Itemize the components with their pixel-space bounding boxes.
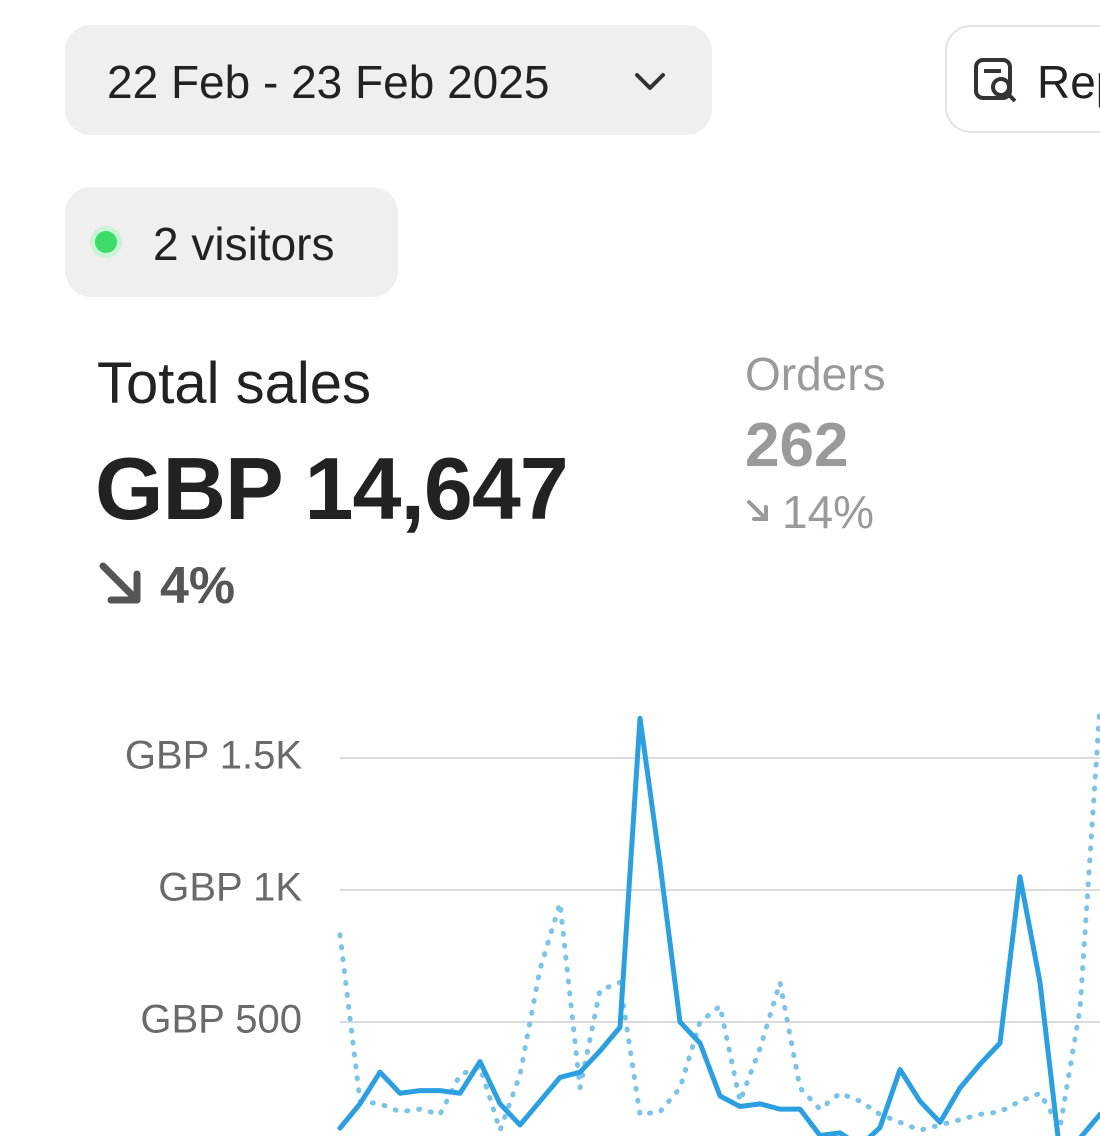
y-tick-label: GBP 1.5K (125, 734, 302, 778)
date-range-button[interactable]: 22 Feb - 23 Feb 2025 (65, 25, 712, 135)
y-tick-label: GBP 0 (185, 1130, 302, 1136)
live-visitors-pill[interactable]: 2 visitors (65, 187, 398, 297)
line-series (337, 715, 1100, 1136)
date-range-text: 22 Feb - 23 Feb 2025 (107, 56, 550, 108)
down-arrow-icon (99, 562, 141, 604)
y-tick-label: GBP 1K (158, 866, 302, 910)
live-dot (95, 231, 117, 253)
line-series (337, 702, 1100, 1133)
reports-icon (974, 58, 1017, 103)
orders-change: 14% (782, 486, 875, 538)
total-sales-value: GBP 14,647 (95, 439, 569, 538)
total-sales-change: 4% (160, 557, 236, 615)
sales-chart: GBP 0 GBP 500 GBP 1K GBP 1.5K (125, 702, 1100, 1136)
reports-button[interactable]: Rep (945, 25, 1100, 133)
orders-label: Orders (745, 348, 886, 400)
down-arrow-icon (747, 500, 768, 521)
visitors-text: 2 visitors (153, 218, 335, 270)
chevron-icon (635, 73, 665, 90)
total-sales-label: Total sales (97, 351, 372, 416)
y-tick-label: GBP 500 (140, 998, 302, 1042)
orders-value: 262 (745, 411, 849, 480)
reports-text: Rep (1037, 56, 1100, 108)
